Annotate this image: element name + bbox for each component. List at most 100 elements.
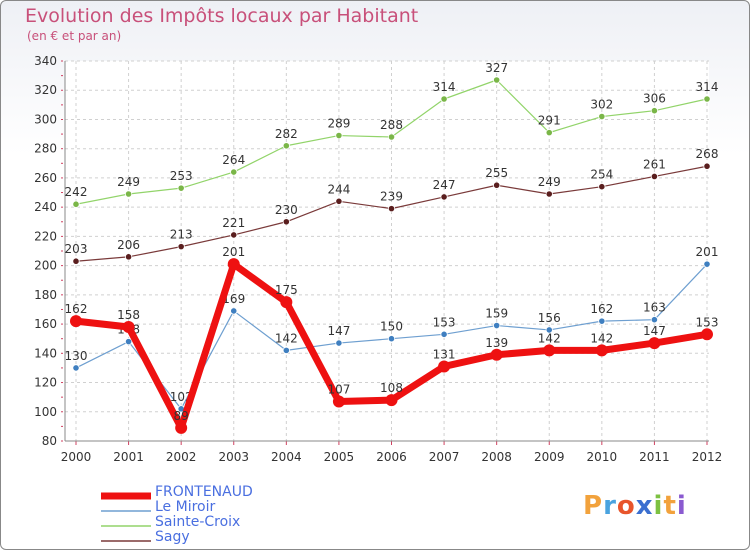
logo-letter: i (676, 491, 687, 521)
data-point (650, 107, 659, 115)
data-point (598, 112, 606, 121)
data-point (177, 243, 185, 251)
data-point (335, 197, 343, 205)
y-tick-label: 120 (34, 376, 57, 390)
y-tick-label: 260 (34, 171, 57, 185)
data-label: 107 (327, 383, 350, 397)
x-tick-label: 2009 (534, 450, 565, 464)
logo-letter: r (603, 491, 617, 521)
x-tick-label: 2005 (324, 450, 355, 464)
x-tick-label: 2000 (61, 450, 92, 464)
data-point (387, 205, 396, 213)
data-point (335, 339, 343, 347)
data-point (227, 258, 240, 271)
data-label: 314 (696, 80, 719, 94)
data-label: 255 (485, 166, 508, 180)
y-tick-label: 100 (34, 405, 57, 419)
data-label: 268 (696, 147, 719, 161)
data-label: 261 (643, 157, 666, 171)
y-tick-label: 240 (34, 200, 57, 214)
data-point (703, 162, 711, 170)
legend-swatch-sainte-croix (101, 525, 151, 527)
x-tick-label: 2006 (376, 450, 407, 464)
legend-swatch-sagy (101, 540, 151, 542)
logo-letter: t (663, 491, 677, 521)
x-tick-label: 2010 (587, 450, 618, 464)
x-tick-label: 2007 (429, 450, 460, 464)
y-tick-label: 220 (34, 229, 57, 243)
data-point (701, 328, 713, 341)
data-label: 158 (117, 308, 140, 322)
data-label: 289 (327, 117, 350, 131)
data-point (335, 131, 343, 140)
y-tick-label: 320 (34, 83, 57, 97)
data-label: 108 (380, 381, 403, 395)
data-point (545, 129, 553, 137)
data-label: 153 (433, 315, 456, 329)
data-label: 162 (65, 302, 88, 316)
data-point (493, 181, 501, 189)
y-tick-label: 200 (34, 259, 57, 273)
logo-letter: i (653, 491, 664, 521)
y-tick-label: 180 (34, 288, 57, 302)
data-label: 142 (590, 331, 613, 345)
x-tick-label: 2011 (639, 450, 670, 464)
data-label: 169 (222, 292, 245, 306)
data-label: 201 (222, 245, 245, 259)
data-label: 175 (275, 283, 298, 297)
y-tick-label: 340 (34, 54, 57, 68)
data-point (543, 344, 556, 357)
data-label: 142 (538, 331, 561, 345)
data-label: 156 (538, 311, 561, 325)
data-point (282, 346, 290, 354)
legend-swatch-frontenaud (101, 492, 151, 500)
data-point (124, 190, 133, 198)
data-label: 247 (433, 178, 456, 192)
data-label: 89 (174, 409, 189, 423)
chart-title: Evolution des Impôts locaux par Habitant (25, 5, 419, 27)
data-point (438, 360, 451, 373)
data-label: 206 (117, 238, 140, 252)
data-label: 131 (433, 347, 456, 361)
x-tick-label: 2001 (113, 450, 144, 464)
legend-label-sagy: Sagy (155, 529, 190, 545)
data-label: 264 (222, 153, 245, 167)
legend-label-sainte-croix: Sainte-Croix (155, 514, 241, 530)
data-point (440, 193, 448, 201)
y-tick-label: 80 (42, 434, 57, 448)
data-label: 147 (327, 324, 350, 338)
data-point (280, 296, 293, 309)
data-label: 302 (590, 98, 613, 112)
data-point (703, 260, 711, 268)
chart-subtitle: (en € et par an) (27, 29, 122, 43)
logo-letter: o (616, 491, 636, 521)
data-point (124, 338, 133, 346)
data-label: 159 (485, 307, 508, 321)
data-label: 230 (275, 203, 298, 217)
plot-area (65, 61, 709, 441)
data-point (387, 133, 396, 141)
data-label: 162 (590, 302, 613, 316)
data-label: 201 (696, 245, 719, 259)
data-label: 249 (117, 175, 140, 189)
data-point (124, 253, 133, 261)
data-label: 130 (65, 349, 88, 363)
x-tick-label: 2012 (692, 450, 723, 464)
data-point (177, 184, 185, 192)
proxiti-logo: Proxiti (583, 491, 687, 521)
data-point (545, 190, 553, 198)
data-label: 147 (643, 324, 666, 338)
data-point (70, 315, 82, 328)
data-point (385, 394, 398, 407)
data-point (650, 316, 659, 324)
data-label: 163 (643, 301, 666, 315)
legend-label-frontenaud: FRONTENAUD (155, 484, 253, 500)
data-point (490, 348, 503, 361)
logo-letter: P (583, 491, 604, 521)
legend-label-le-miroir: Le Miroir (155, 499, 216, 515)
data-label: 203 (65, 242, 88, 256)
x-tick-label: 2008 (481, 450, 512, 464)
x-tick-label: 2003 (218, 450, 249, 464)
x-tick-label: 2004 (271, 450, 302, 464)
